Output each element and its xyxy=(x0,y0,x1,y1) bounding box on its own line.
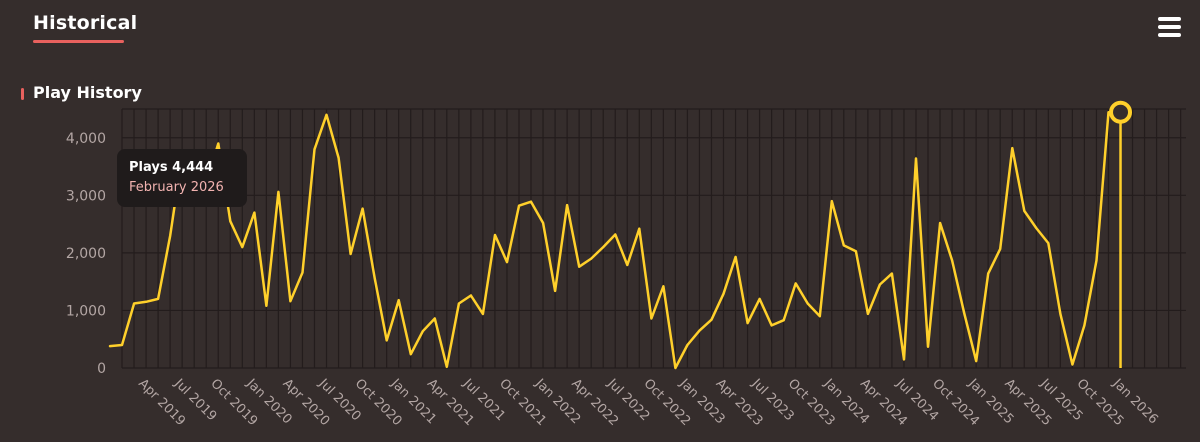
menu-bar xyxy=(1158,33,1181,37)
y-axis: 0 1,000 2,000 3,000 4,000 xyxy=(66,131,106,377)
section-marker xyxy=(21,88,24,100)
tooltip-date: February 2026 xyxy=(129,180,224,195)
y-tick-label: 3,000 xyxy=(66,188,106,204)
series-layer xyxy=(108,100,1133,370)
menu-bar xyxy=(1158,25,1181,29)
menu-bar xyxy=(1158,17,1181,21)
y-tick-label: 1,000 xyxy=(66,303,106,319)
chart-grid xyxy=(121,108,1186,369)
highlight-point[interactable] xyxy=(1109,100,1133,124)
y-tick-label: 0 xyxy=(97,361,106,377)
play-history-line[interactable] xyxy=(108,110,1122,370)
tab-historical[interactable]: Historical xyxy=(33,12,138,34)
tooltip-label: Plays xyxy=(129,160,168,175)
section-title: Play History xyxy=(33,83,142,102)
y-tick-label: 2,000 xyxy=(66,246,106,262)
hamburger-menu-icon[interactable] xyxy=(1158,17,1181,37)
y-tick-label: 4,000 xyxy=(66,131,106,147)
tooltip-value: 4,444 xyxy=(172,160,214,175)
active-tab-indicator xyxy=(33,40,124,43)
tooltip-plays: Plays 4,444 xyxy=(129,160,213,175)
data-tooltip: Plays 4,444 February 2026 xyxy=(117,149,247,207)
